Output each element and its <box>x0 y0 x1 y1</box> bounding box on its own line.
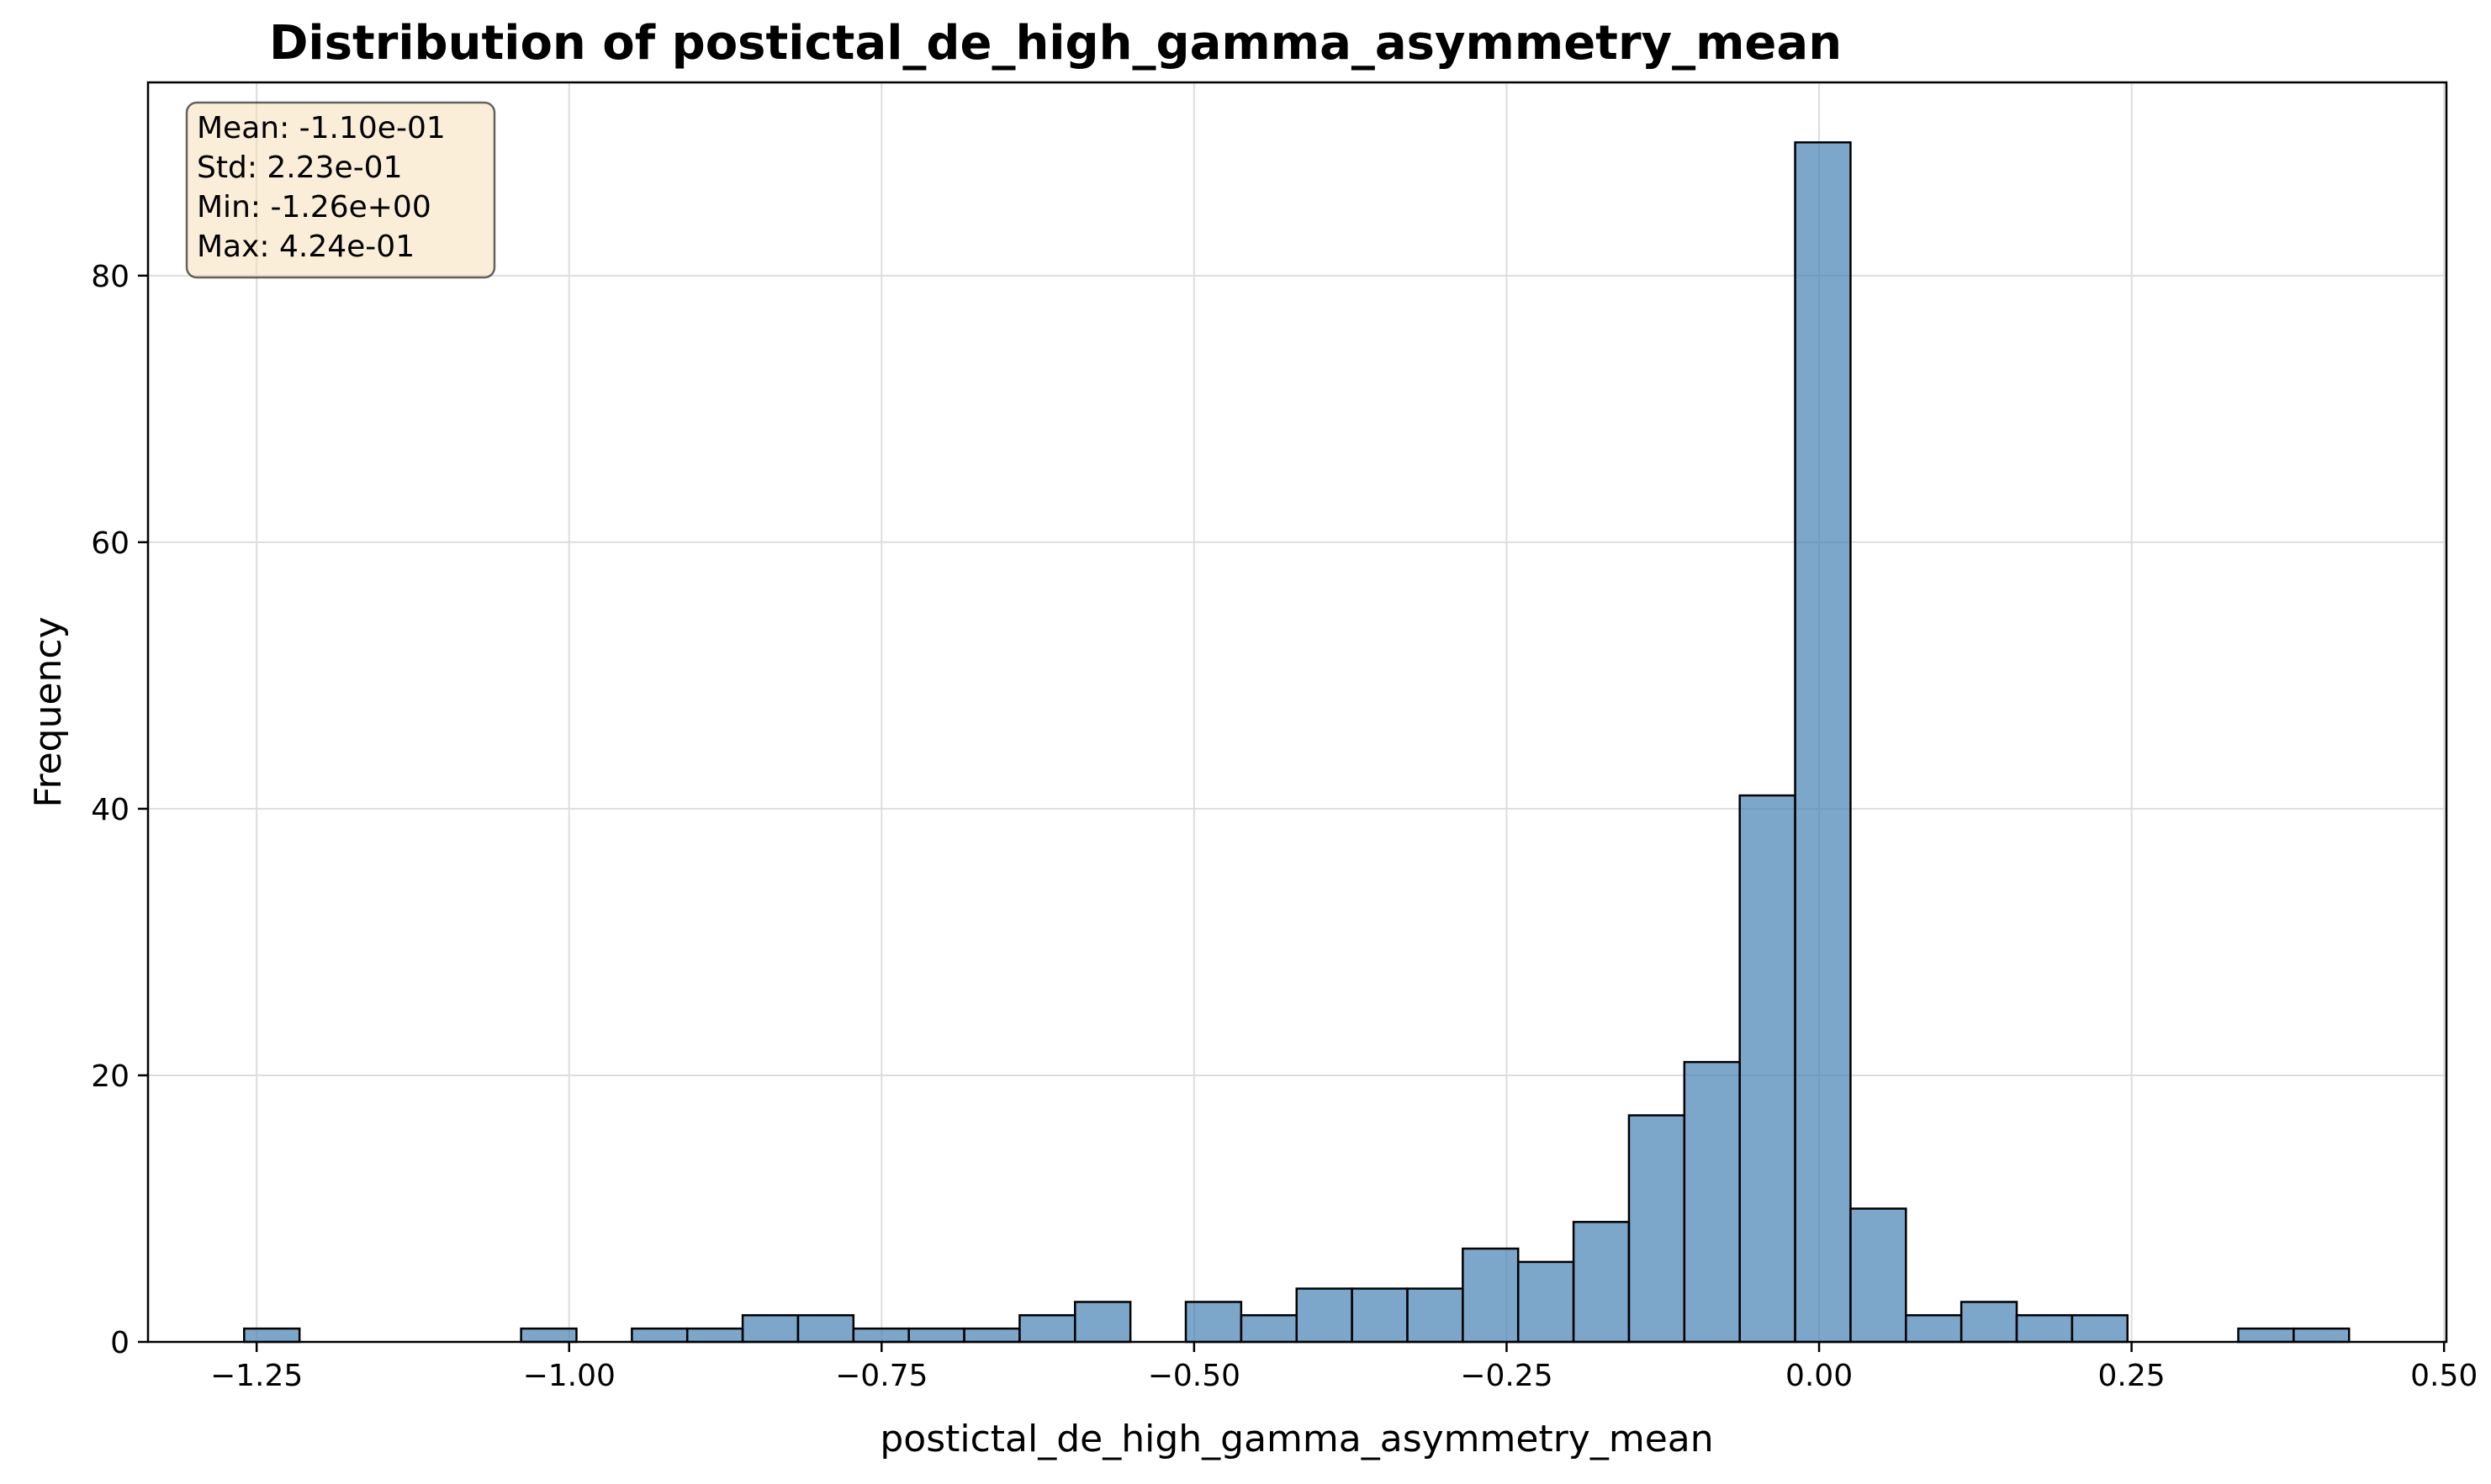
histogram-bar <box>2237 1327 2295 1344</box>
y-axis-ticks: 0 20 40 60 80 <box>91 260 148 1360</box>
x-tick-label: −1.25 <box>210 1359 303 1393</box>
plot-frame <box>146 81 2448 1344</box>
histogram-bar <box>1018 1314 1076 1344</box>
histogram-bar <box>1683 1060 1741 1344</box>
stats-box-background <box>185 101 496 279</box>
histogram-bar <box>2293 1327 2351 1344</box>
histogram-bar <box>1295 1287 1353 1344</box>
histogram-bar <box>2015 1314 2074 1344</box>
x-tick-label: −1.00 <box>523 1359 616 1393</box>
stats-std: Std: 2.23e-01 <box>197 151 403 185</box>
histogram-bar <box>685 1327 744 1344</box>
histogram-bar <box>1959 1301 2018 1344</box>
histogram-bar <box>741 1314 800 1344</box>
histogram-bar <box>1184 1301 1243 1344</box>
y-tick-label: 60 <box>91 526 130 561</box>
histogram-bar <box>1572 1221 1631 1344</box>
x-axis-ticks: −1.25 −1.00 −0.75 −0.50 −0.25 0.00 0.25 0.50 <box>210 1342 2478 1393</box>
histogram-bar <box>631 1327 689 1344</box>
histogram-bar <box>1849 1207 1907 1344</box>
x-tick-label: 0.50 <box>2410 1359 2478 1393</box>
histogram-bar <box>1240 1314 1298 1344</box>
chart-title: Distribution of postictal_de_high_gamma_… <box>269 16 1842 71</box>
x-tick-label: −0.50 <box>1148 1359 1240 1393</box>
y-tick-label: 0 <box>110 1326 130 1360</box>
x-tick-label: 0.00 <box>1785 1359 1853 1393</box>
y-tick-label: 40 <box>91 793 130 827</box>
histogram-bar <box>2071 1314 2129 1344</box>
histogram-bar <box>1627 1114 1686 1344</box>
histogram-bar <box>1462 1247 1520 1344</box>
histogram-bar <box>963 1327 1021 1344</box>
histogram-bar <box>1516 1260 1575 1344</box>
y-tick-label: 80 <box>91 260 130 294</box>
stats-min: Min: -1.26e+00 <box>197 190 431 224</box>
y-axis-label: Frequency <box>27 616 70 807</box>
histogram-bar <box>852 1327 910 1344</box>
x-tick-label: 0.25 <box>2098 1359 2166 1393</box>
histogram-bar <box>1351 1287 1409 1344</box>
stats-max: Max: 4.24e-01 <box>197 230 415 264</box>
histogram-bar <box>796 1314 855 1344</box>
histogram-bar <box>907 1327 965 1344</box>
x-axis-label: postictal_de_high_gamma_asymmetry_mean <box>880 1418 1713 1460</box>
y-tick-label: 20 <box>91 1059 130 1094</box>
histogram-bar <box>1794 141 1852 1344</box>
stats-mean: Mean: -1.10e-01 <box>197 111 446 145</box>
histogram-bar <box>243 1327 301 1344</box>
histogram-bars <box>243 141 2351 1344</box>
histogram-bar <box>1905 1314 1963 1344</box>
x-tick-label: −0.75 <box>835 1359 928 1393</box>
histogram-bar <box>1406 1287 1464 1344</box>
histogram-bar <box>520 1327 578 1344</box>
x-tick-label: −0.25 <box>1460 1359 1552 1393</box>
histogram-bar <box>1738 794 1796 1344</box>
stats-box: Mean: -1.10e-01 Std: 2.23e-01 Min: -1.26… <box>185 101 496 279</box>
histogram-bar <box>1074 1301 1132 1344</box>
